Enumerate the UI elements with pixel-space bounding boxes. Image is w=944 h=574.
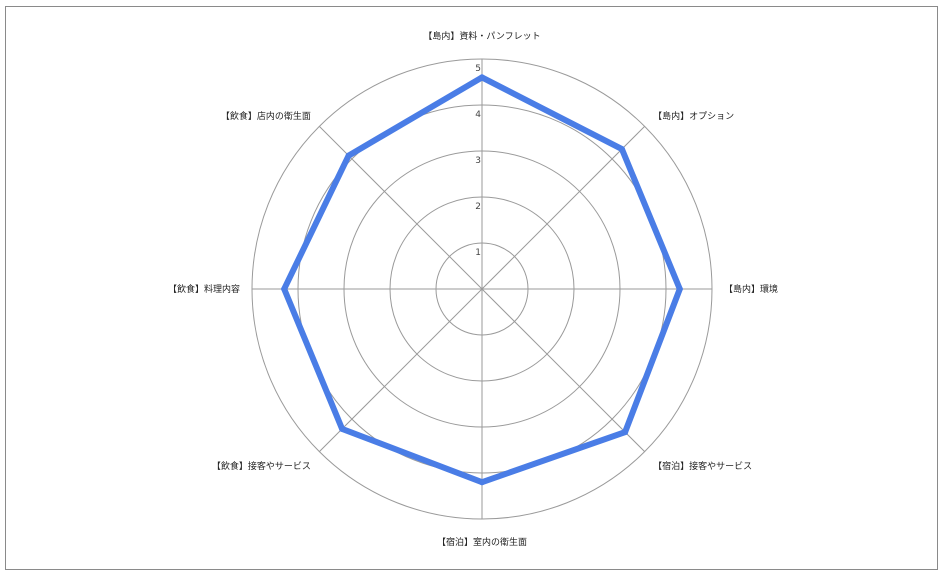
data-point [479, 479, 485, 486]
axis-labels: 【島内】資料・パンフレット【島内】オプション【島内】環境【宿泊】接客やサービス【… [168, 30, 778, 548]
data-point [339, 425, 346, 432]
series-layer [280, 73, 684, 486]
axis-label: 【島内】環境 [724, 283, 778, 295]
axis-label: 【飲食】店内の衛生面 [221, 110, 311, 122]
axis-label: 【飲食】料理内容 [168, 283, 240, 295]
grid-spoke [481, 288, 645, 452]
tick-label: 5 [475, 64, 481, 74]
data-point [676, 286, 683, 292]
axis-label: 【宿泊】室内の衛生面 [437, 536, 527, 548]
tick-label: 1 [475, 248, 481, 258]
data-point [618, 146, 625, 153]
tick-label: 4 [475, 110, 481, 120]
axis-label: 【飲食】接客やサービス [212, 460, 311, 472]
grid-spokes [252, 59, 712, 519]
tick-label: 2 [475, 202, 481, 212]
axis-label: 【宿泊】接客やサービス [653, 460, 752, 472]
data-point [479, 74, 485, 81]
tick-labels: 1 2 3 4 5 [475, 64, 481, 258]
grid-spoke [319, 126, 483, 290]
tick-label: 3 [475, 156, 481, 166]
grid-spoke [481, 126, 645, 290]
data-point [281, 286, 288, 292]
axis-label: 【島内】オプション [653, 110, 734, 122]
axis-label: 【島内】資料・パンフレット [423, 30, 540, 42]
data-point [345, 152, 352, 159]
data-point [622, 429, 629, 436]
grid-spoke [319, 288, 483, 452]
